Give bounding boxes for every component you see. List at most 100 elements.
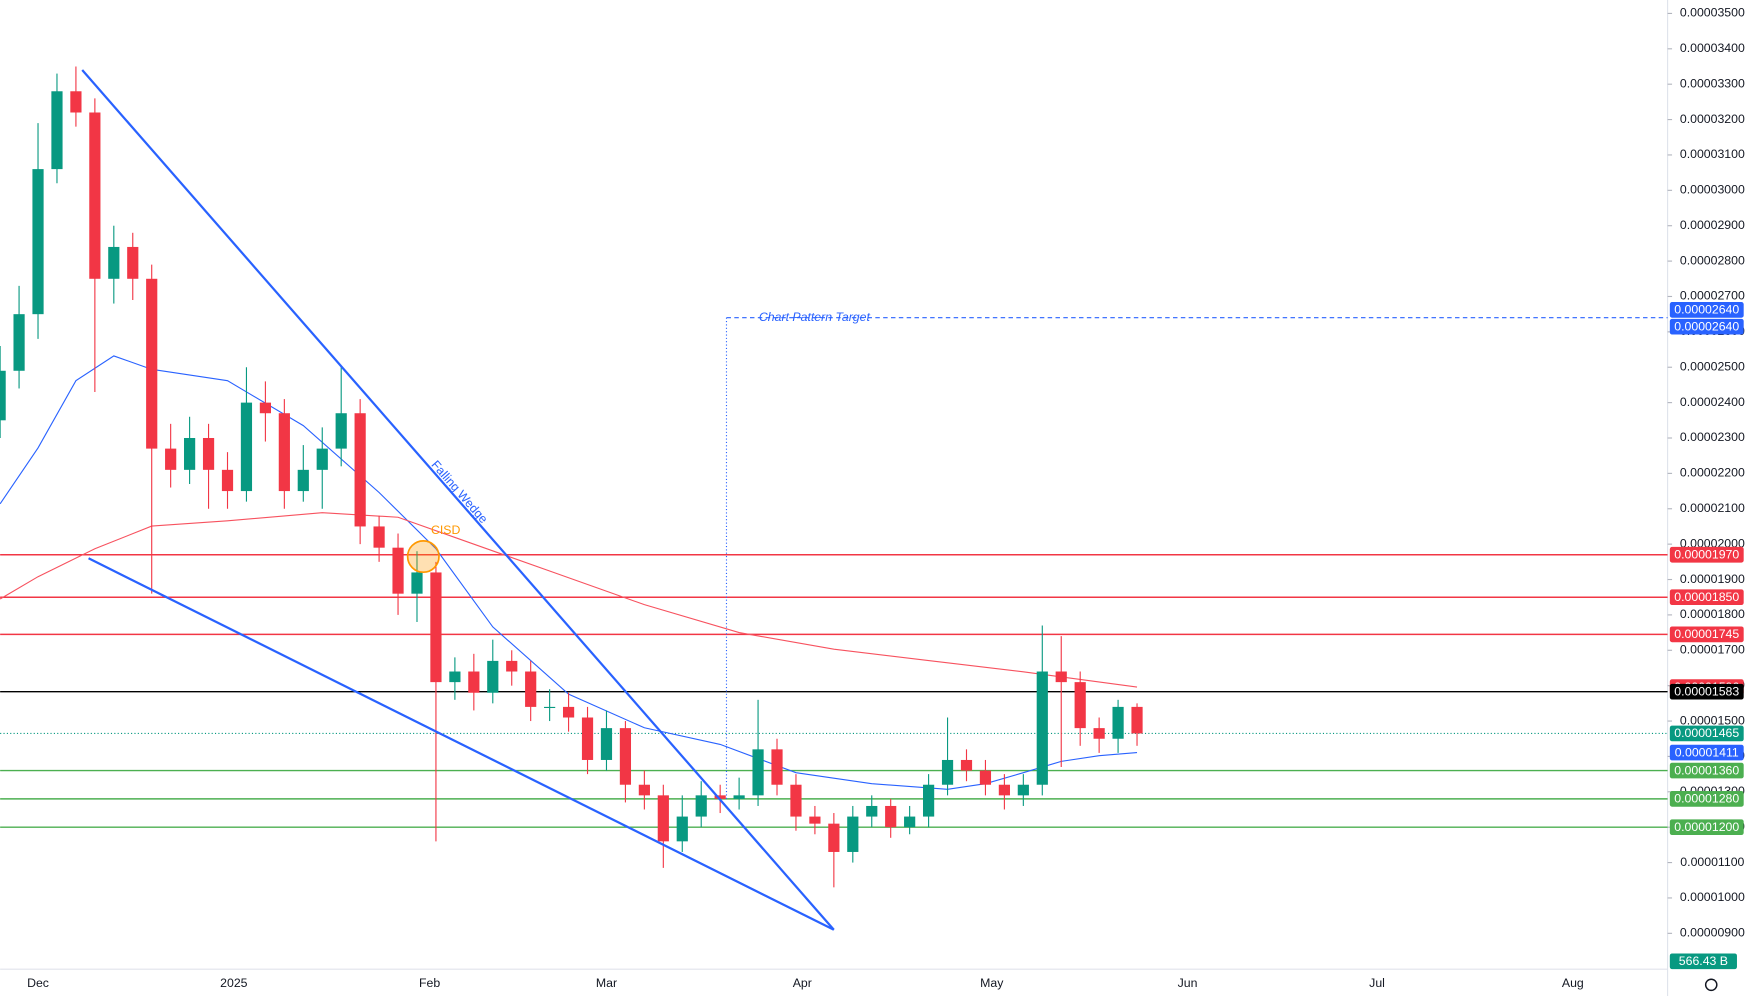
candle-body xyxy=(752,749,764,796)
y-tick-label: 0.00003400 xyxy=(1680,41,1745,55)
candle-body xyxy=(544,706,556,709)
price-label: 0.00001583 xyxy=(1674,684,1739,698)
candle-body xyxy=(316,448,328,470)
candle-body xyxy=(1131,706,1143,734)
y-tick-label: 0.00000900 xyxy=(1680,926,1745,940)
candle-body xyxy=(600,728,613,760)
y-tick-label: 0.00002500 xyxy=(1680,359,1745,373)
candle-body xyxy=(676,816,688,842)
volume-label: 566.43 B xyxy=(1679,954,1728,968)
candle-body xyxy=(354,413,366,527)
candle-body xyxy=(828,823,840,852)
y-tick-label: 0.00002400 xyxy=(1680,395,1745,409)
candle-body xyxy=(259,402,271,414)
candle-body xyxy=(866,805,878,817)
y-tick-label: 0.00001100 xyxy=(1680,855,1744,869)
candle-body xyxy=(1036,671,1048,785)
price-label: 0.00002640 xyxy=(1674,303,1739,317)
cisd-label: CISD xyxy=(431,523,460,537)
candle-body xyxy=(979,770,992,785)
y-tick-label: 0.00002300 xyxy=(1680,430,1745,444)
volume-label-box xyxy=(1669,953,1737,970)
candle-body xyxy=(240,402,253,492)
y-tick-label: 0.00001800 xyxy=(1680,607,1745,621)
candle-body xyxy=(1112,706,1124,739)
candle-body xyxy=(146,278,158,449)
price-label-box xyxy=(1669,683,1744,700)
price-label: 0.00002640 xyxy=(1674,319,1739,333)
candle-body xyxy=(1055,671,1067,683)
candle-body xyxy=(184,437,196,470)
candle-body xyxy=(1093,728,1105,739)
candle-body xyxy=(619,728,632,785)
candle-body xyxy=(581,717,594,760)
y-tick-label: 0.00003500 xyxy=(1680,6,1745,20)
x-tick-label: 2025 xyxy=(220,976,248,990)
price-label-box xyxy=(1669,725,1744,742)
candle-body xyxy=(1074,682,1086,729)
price-label: 0.00001360 xyxy=(1674,763,1739,777)
y-tick-label: 0.00001500 xyxy=(1680,713,1745,727)
x-tick-label: Mar xyxy=(596,976,617,990)
settings-icon[interactable] xyxy=(1704,978,1718,992)
candle-body xyxy=(562,706,575,718)
candle-body xyxy=(657,795,669,842)
candle-body xyxy=(487,660,499,693)
candle-body xyxy=(335,413,347,449)
price-label: 0.00001200 xyxy=(1674,820,1739,834)
price-label-box xyxy=(1669,589,1744,606)
candle-body xyxy=(165,448,177,470)
y-tick-label: 0.00003100 xyxy=(1680,147,1745,161)
candle-body xyxy=(809,816,821,824)
candle-body xyxy=(89,112,101,279)
x-tick-label: Apr xyxy=(793,976,812,990)
candle-body xyxy=(847,816,859,852)
candle-body xyxy=(297,469,309,492)
candle-body xyxy=(449,671,461,683)
price-label: 0.00001850 xyxy=(1674,590,1739,604)
y-tick-label: 0.00002100 xyxy=(1680,501,1745,515)
y-tick-label: 0.00002900 xyxy=(1680,218,1745,232)
candle-body xyxy=(695,795,707,817)
moving-average xyxy=(0,512,1138,688)
price-label-box xyxy=(1669,762,1744,779)
x-tick-label: Aug xyxy=(1562,976,1584,990)
candle-body xyxy=(51,91,63,170)
y-tick-label: 0.00001000 xyxy=(1680,890,1745,904)
candle-body xyxy=(885,805,897,828)
x-tick-label: Dec xyxy=(27,976,49,990)
y-tick-label: 0.00001700 xyxy=(1680,643,1745,657)
price-label-box xyxy=(1669,744,1744,761)
candle-body xyxy=(202,437,215,470)
price-label: 0.00001465 xyxy=(1674,726,1739,740)
price-label-box xyxy=(1669,791,1744,807)
x-tick-label: Jul xyxy=(1369,976,1385,990)
wedge-line xyxy=(88,557,835,931)
y-tick-label: 0.00003000 xyxy=(1680,183,1745,197)
price-label-box xyxy=(1669,318,1744,335)
x-tick-label: Feb xyxy=(419,976,440,990)
candle-body xyxy=(638,784,650,796)
price-label: 0.00001745 xyxy=(1674,627,1739,641)
candle-body xyxy=(13,314,25,371)
candle-body xyxy=(127,246,139,279)
x-tick-label: Jun xyxy=(1178,976,1198,990)
y-tick-label: 0.00003200 xyxy=(1680,112,1745,126)
cisd-marker xyxy=(406,540,440,574)
y-tick-label: 0.00002800 xyxy=(1680,253,1745,267)
candle-body xyxy=(923,784,935,817)
candle-body xyxy=(525,671,537,707)
candle-body xyxy=(392,547,404,594)
candle-body xyxy=(108,246,120,279)
candle-body xyxy=(941,759,954,785)
candle-body xyxy=(70,91,82,113)
candle-body xyxy=(960,759,973,771)
candle-body xyxy=(430,572,442,683)
price-label-box xyxy=(1669,546,1744,563)
price-label: 0.00001411 xyxy=(1675,745,1739,759)
price-label: 0.00001970 xyxy=(1674,548,1739,562)
x-tick-label: May xyxy=(980,976,1004,990)
